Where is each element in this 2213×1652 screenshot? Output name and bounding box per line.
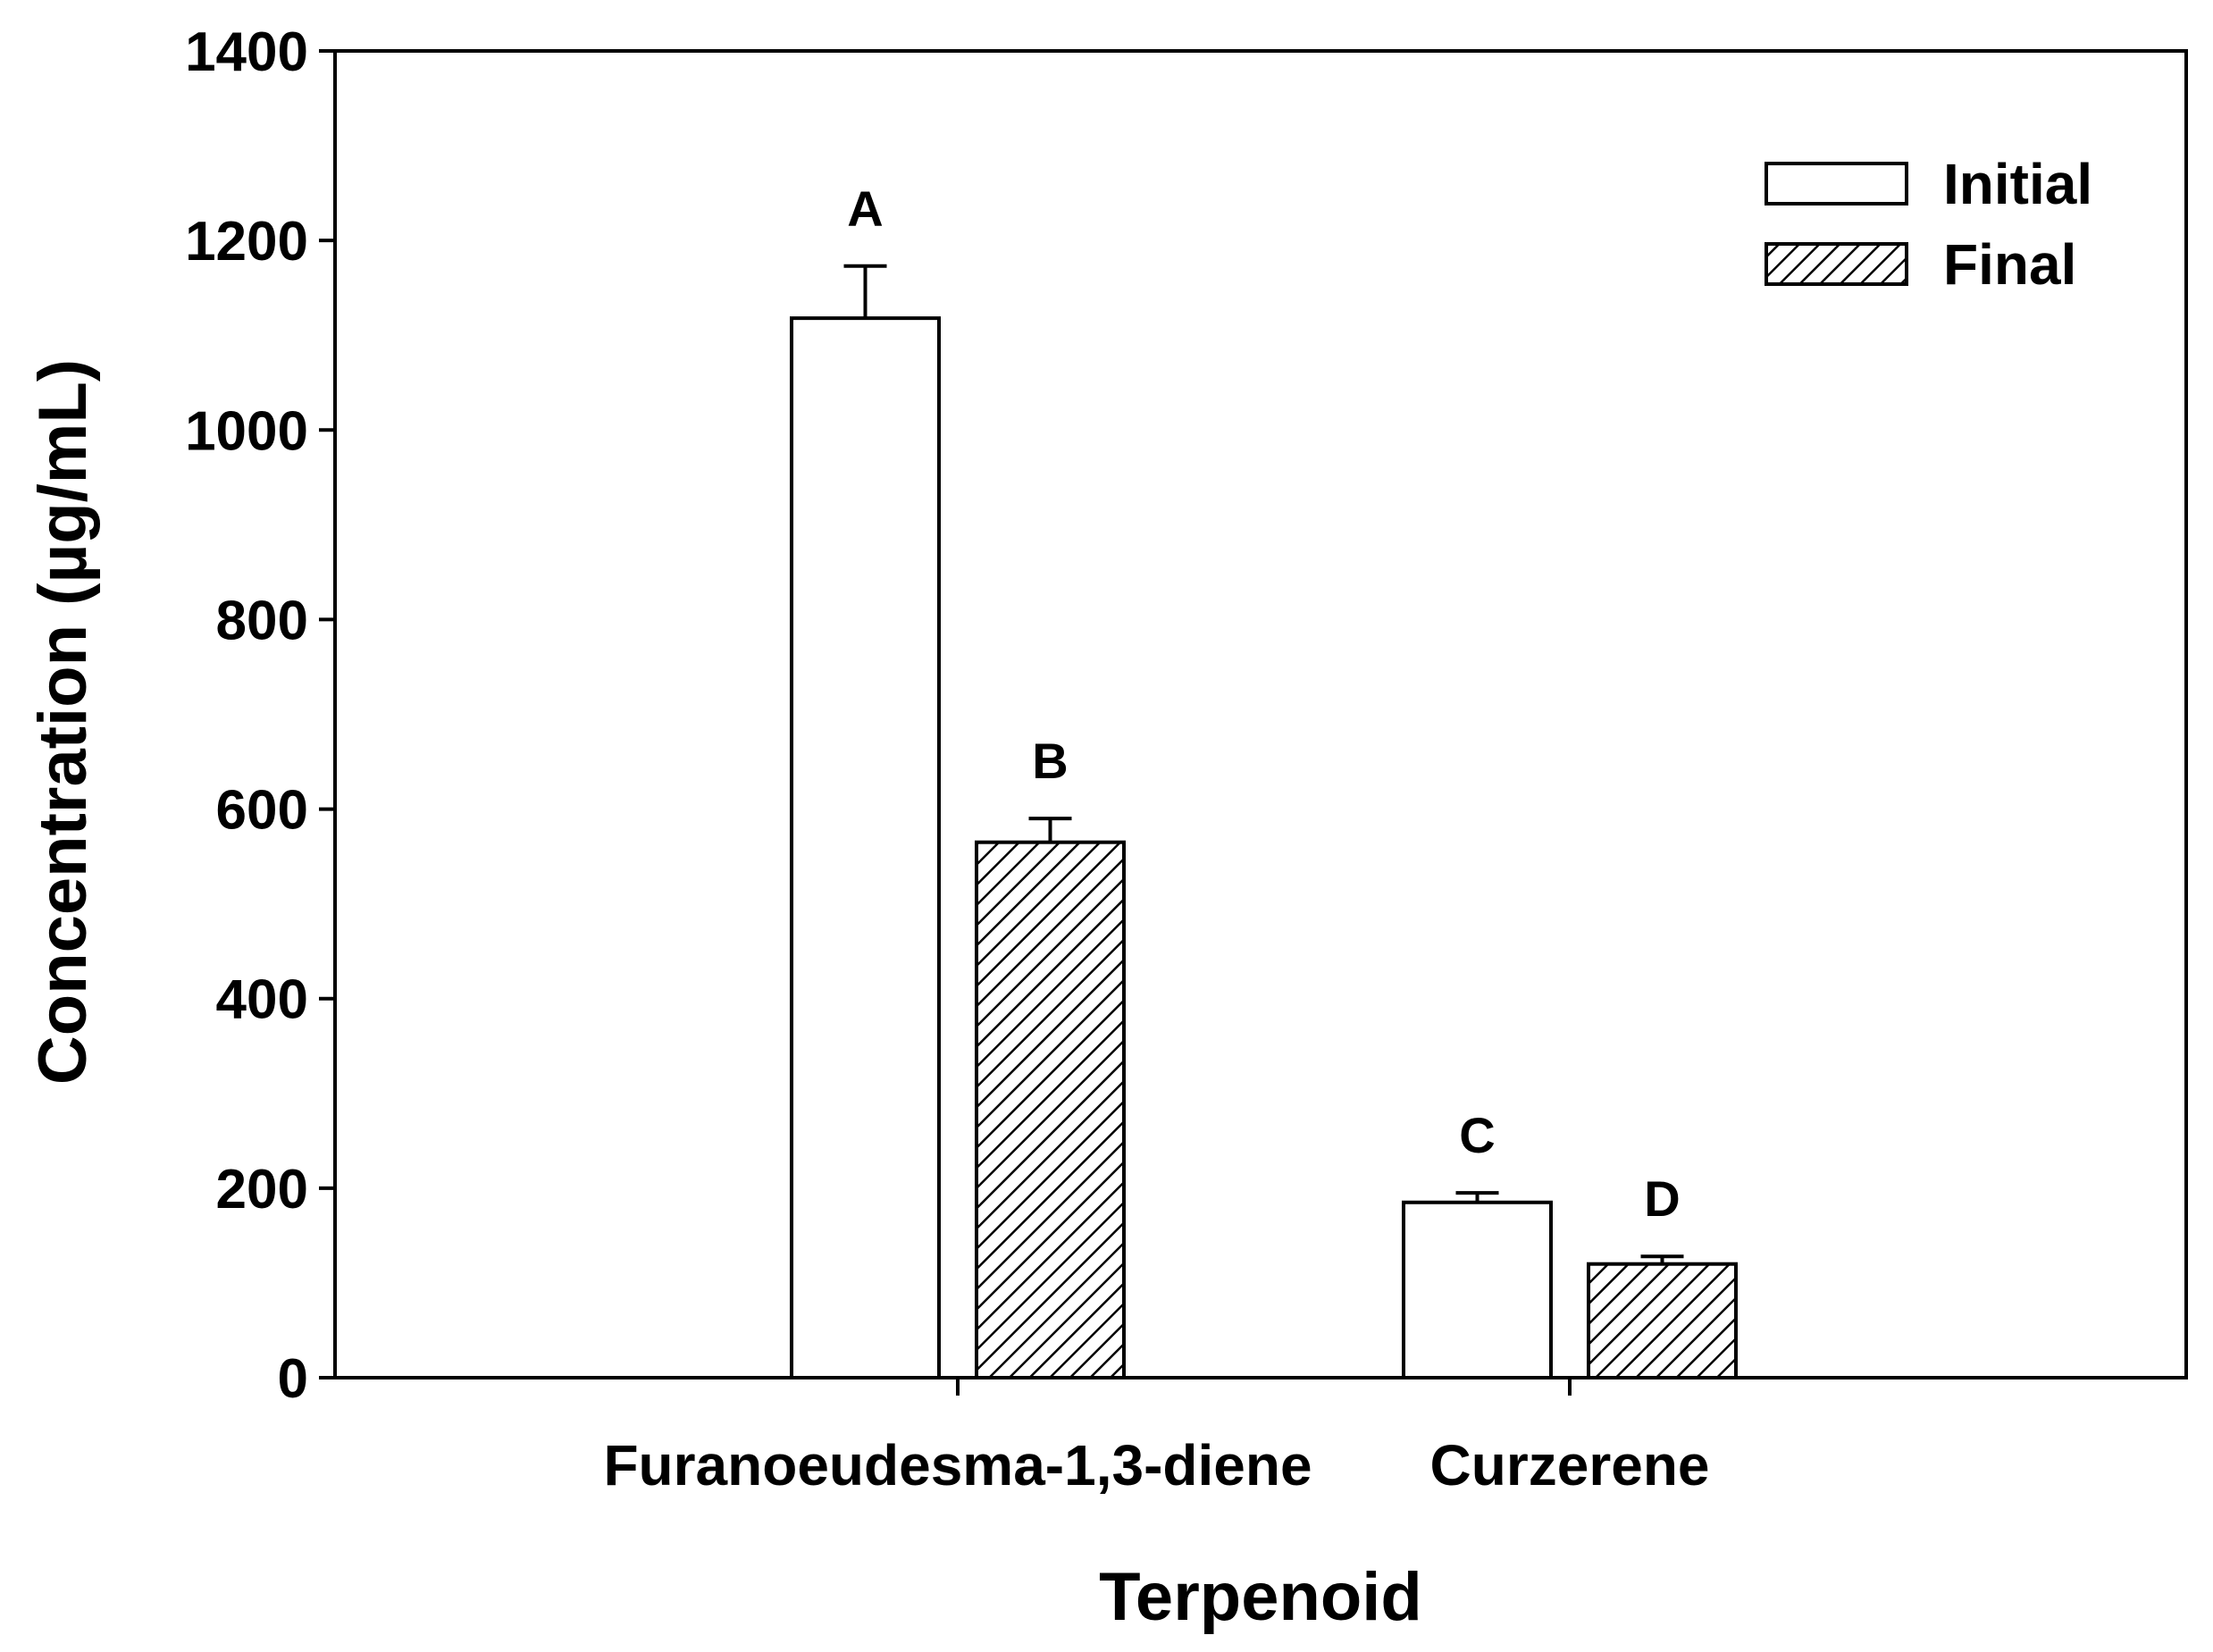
legend-swatch-final xyxy=(1765,242,1908,286)
significance-label: A xyxy=(847,180,883,237)
y-axis-title: Concentration (µg/mL) xyxy=(25,359,101,1085)
y-tick-label: 400 xyxy=(216,969,308,1031)
bar-initial-2 xyxy=(1402,1200,1553,1379)
legend-label-initial: Initial xyxy=(1943,152,2092,216)
legend: Initial Final xyxy=(1765,152,2092,297)
bar-final-1 xyxy=(975,840,1126,1379)
y-tick-label: 1000 xyxy=(185,400,308,462)
legend-label-final: Final xyxy=(1943,232,2076,297)
bar-initial-1 xyxy=(790,316,941,1379)
bar-final-2 xyxy=(1587,1262,1738,1379)
legend-swatch-initial xyxy=(1765,162,1908,205)
y-tick-label: 200 xyxy=(216,1159,308,1220)
x-category-label: Curzerene xyxy=(1430,1433,1710,1497)
y-tick-label: 0 xyxy=(278,1348,308,1410)
y-tick-label: 800 xyxy=(216,590,308,651)
y-tick-label: 600 xyxy=(216,780,308,842)
plot-frame xyxy=(333,49,2188,1379)
x-axis-title: Terpenoid xyxy=(1099,1559,1422,1635)
x-category-label: Furanoeudesma-1,3-diene xyxy=(603,1433,1312,1497)
significance-label: B xyxy=(1032,733,1068,789)
significance-label: D xyxy=(1644,1170,1680,1227)
significance-label: C xyxy=(1459,1107,1495,1163)
y-tick-label: 1200 xyxy=(185,211,308,273)
y-tick-label: 1400 xyxy=(185,21,308,83)
